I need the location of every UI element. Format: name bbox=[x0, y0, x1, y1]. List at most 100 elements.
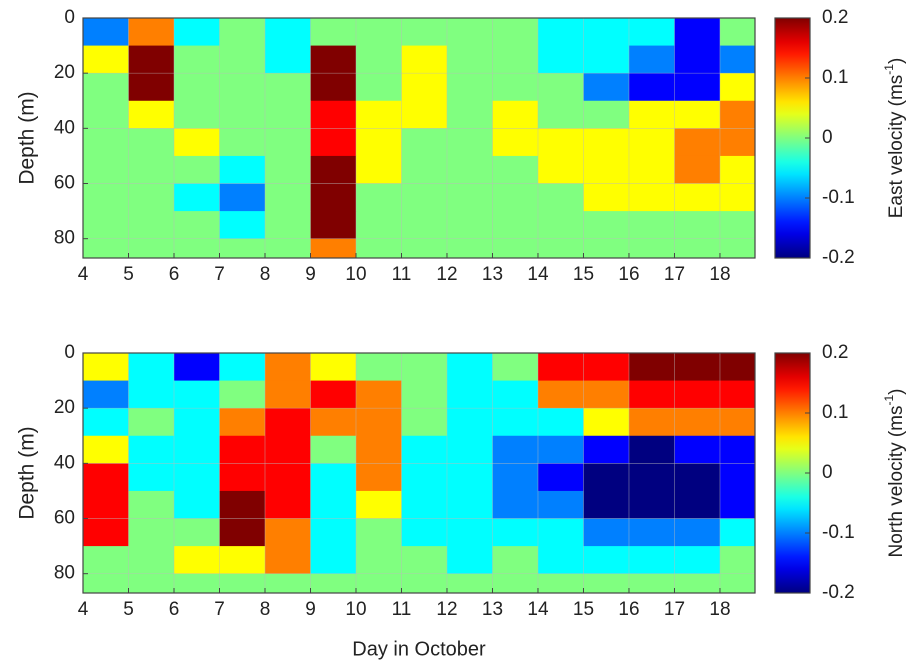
heatmap-cell bbox=[674, 490, 721, 520]
heatmap-cell bbox=[583, 128, 630, 157]
heatmap-cell bbox=[446, 211, 493, 240]
heatmap-cell bbox=[401, 573, 448, 594]
colorbar-tick-label: 0.1 bbox=[822, 67, 848, 88]
heatmap-cell bbox=[492, 18, 539, 47]
heatmap-cell bbox=[537, 211, 584, 240]
heatmap-cell bbox=[173, 211, 220, 240]
heatmap-cell bbox=[719, 183, 756, 212]
x-tick-label: 7 bbox=[214, 599, 225, 620]
heatmap-cell bbox=[128, 518, 175, 547]
heatmap-cell bbox=[264, 490, 311, 520]
heatmap-cell bbox=[583, 18, 630, 47]
colorbar-label-part: ) bbox=[886, 388, 907, 394]
heatmap-cell bbox=[310, 45, 357, 74]
heatmap-cell bbox=[173, 353, 220, 382]
x-tick-label: 4 bbox=[78, 599, 89, 620]
heatmap-cell bbox=[83, 155, 129, 185]
heatmap-cell bbox=[355, 73, 402, 102]
y-tick-label: 80 bbox=[54, 563, 75, 584]
heatmap-cell bbox=[128, 573, 175, 594]
colorbar-tick-label: 0.2 bbox=[822, 7, 848, 28]
heatmap-cell bbox=[492, 518, 539, 547]
heatmap-cell bbox=[492, 408, 539, 437]
heatmap-cell bbox=[401, 18, 448, 47]
heatmap-cell bbox=[492, 546, 539, 575]
heatmap-cell bbox=[401, 518, 448, 547]
colorbar-tick-label: 0.1 bbox=[822, 402, 848, 423]
y-tick-label: 60 bbox=[54, 173, 75, 194]
heatmap-cell bbox=[628, 73, 675, 102]
heatmap-cell bbox=[537, 73, 584, 102]
heatmap-cell bbox=[264, 73, 311, 102]
colorbar-tick-label: 0.2 bbox=[822, 342, 848, 363]
y-tick-label: 40 bbox=[54, 452, 75, 473]
heatmap-cell bbox=[83, 238, 129, 259]
heatmap-cell bbox=[674, 45, 721, 74]
heatmap-cell bbox=[83, 380, 129, 409]
heatmap-cell bbox=[583, 573, 630, 594]
heatmap-cell bbox=[537, 128, 584, 157]
heatmap-cell bbox=[401, 408, 448, 437]
heatmap-cell bbox=[674, 183, 721, 212]
heatmap-cell bbox=[583, 380, 630, 409]
x-tick-label: 13 bbox=[482, 264, 503, 285]
heatmap-cell bbox=[83, 435, 129, 464]
heatmap-cell bbox=[83, 100, 129, 129]
heatmap-cell bbox=[492, 128, 539, 157]
heatmap-cell bbox=[264, 155, 311, 185]
heatmap-cell bbox=[355, 490, 402, 520]
heatmap-cell bbox=[537, 546, 584, 575]
y-axis-label: Depth (m) bbox=[16, 91, 39, 184]
heatmap-cell bbox=[537, 408, 584, 437]
heatmap-cell bbox=[628, 100, 675, 129]
heatmap-cell bbox=[674, 546, 721, 575]
heatmap-cell bbox=[492, 45, 539, 74]
y-tick-label: 80 bbox=[54, 228, 75, 249]
heatmap-cell bbox=[719, 435, 756, 464]
colorbar-label-part: ) bbox=[886, 58, 907, 64]
heatmap-cell bbox=[83, 183, 129, 212]
heatmap-cell bbox=[83, 546, 129, 575]
heatmap-cell bbox=[173, 128, 220, 157]
heatmap-cell bbox=[128, 155, 175, 185]
heatmap-cell bbox=[401, 73, 448, 102]
heatmap-cell bbox=[355, 18, 402, 47]
heatmap-cell bbox=[264, 353, 311, 382]
colorbar bbox=[775, 353, 810, 593]
heatmap-cell bbox=[492, 435, 539, 464]
heatmap-cell bbox=[446, 546, 493, 575]
heatmap-cell bbox=[628, 155, 675, 185]
heatmap-cell bbox=[674, 353, 721, 382]
heatmap-cell bbox=[128, 100, 175, 129]
colorbar-label: North velocity (ms-1) bbox=[882, 388, 907, 557]
x-tick-label: 10 bbox=[345, 599, 366, 620]
x-tick-label: 15 bbox=[573, 264, 594, 285]
x-tick-label: 8 bbox=[260, 264, 271, 285]
heatmap-cell bbox=[355, 183, 402, 212]
heatmap-cell bbox=[310, 353, 357, 382]
colorbar-tick-label: -0.2 bbox=[822, 247, 855, 268]
heatmap-cell bbox=[583, 408, 630, 437]
heatmap-cell bbox=[355, 155, 402, 185]
heatmap-cell bbox=[173, 100, 220, 129]
heatmap-cell bbox=[446, 490, 493, 520]
heatmap-cell bbox=[537, 18, 584, 47]
colorbar-tick-label: 0 bbox=[822, 127, 833, 148]
heatmap-cell bbox=[492, 380, 539, 409]
heatmap-cell bbox=[492, 490, 539, 520]
y-tick-label: 40 bbox=[54, 117, 75, 138]
heatmap-cell bbox=[173, 73, 220, 102]
heatmap-cell bbox=[219, 435, 266, 464]
heatmap-cell bbox=[537, 435, 584, 464]
heatmap-cell bbox=[674, 463, 721, 492]
heatmap-cell bbox=[83, 573, 129, 594]
heatmap-cell bbox=[446, 408, 493, 437]
heatmap-cell bbox=[492, 100, 539, 129]
heatmap-cell bbox=[537, 353, 584, 382]
heatmap-cell bbox=[128, 128, 175, 157]
heatmap-cell bbox=[583, 155, 630, 185]
heatmap-cell bbox=[173, 573, 220, 594]
heatmap-cell bbox=[674, 155, 721, 185]
heatmap-cell bbox=[128, 408, 175, 437]
heatmap-cell bbox=[583, 518, 630, 547]
